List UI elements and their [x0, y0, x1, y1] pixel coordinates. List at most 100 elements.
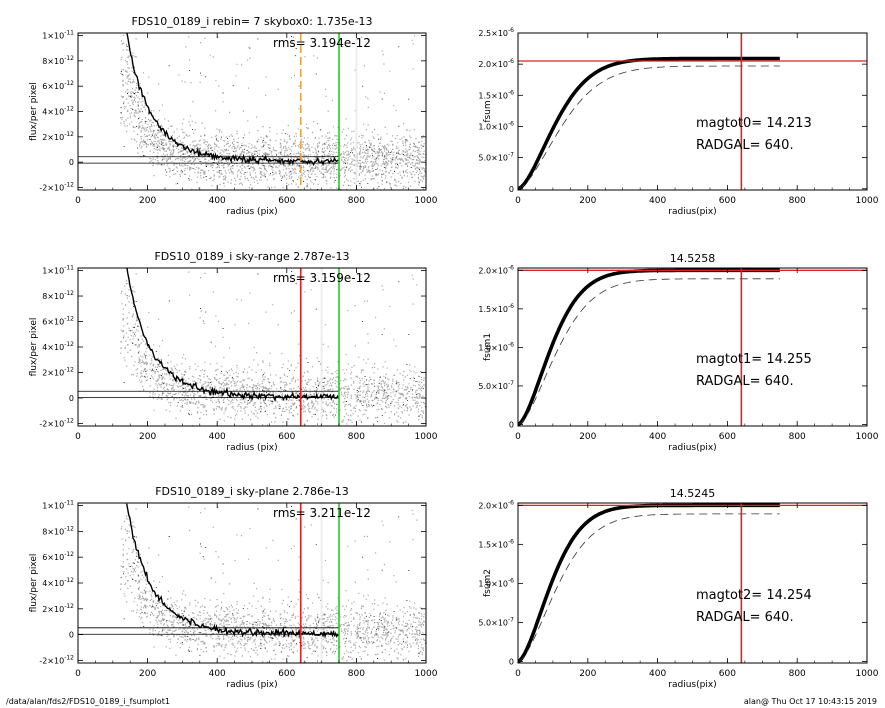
x-tick-label: 1000: [856, 432, 879, 442]
panel-2: magtot0= 14.213 RADGAL= 640. 0 200 400 600 800…: [478, 27, 878, 217]
plot-frame: [517, 267, 868, 427]
y-tick-label: 1.5×10-6: [478, 303, 514, 314]
panel-5: FDS10_0189_i sky-plane 2.786e-13 rms= 3.2…: [29, 485, 438, 690]
light-column: [355, 33, 358, 190]
y-tick-label: 0: [509, 657, 514, 666]
y-tick-label: -2×10-12: [39, 181, 74, 192]
x-axis-label: radius(pix): [668, 207, 716, 217]
plot-frame: [77, 32, 427, 191]
x-tick-label: 0: [75, 432, 81, 442]
x-tick-label: 800: [789, 196, 806, 206]
y-tick-label: 2×10-12: [42, 131, 74, 142]
y-axis-label: flux/per pixel: [29, 318, 39, 377]
x-tick-label: 400: [649, 196, 666, 206]
x-tick-label: 0: [515, 669, 521, 679]
y-tick-label: 6×10-12: [42, 80, 74, 91]
chart-title: 14.5258: [670, 252, 716, 265]
cumulative-flux-curve: [518, 56, 780, 190]
panel-4: 14.5258 magtot1= 14.255 RADGAL= 640. 0 200 40…: [478, 252, 878, 453]
x-tick-label: 200: [139, 669, 156, 679]
plot-area: [518, 503, 867, 663]
y-tick-label: 2×10-12: [42, 603, 74, 614]
x-axis-label: radius (pix): [226, 680, 277, 690]
y-tick-label: 2.0×10-6: [478, 58, 514, 69]
x-axis-label: radius(pix): [668, 443, 716, 453]
y-tick-label: 1.5×10-6: [478, 538, 514, 549]
y-tick-label: 4×10-12: [42, 577, 74, 588]
rms-label: rms= 3.159e-12: [273, 271, 371, 285]
y-tick-label: 6×10-12: [42, 551, 74, 562]
x-tick-label: 600: [719, 196, 736, 206]
y-axis-label: fsum1: [483, 333, 493, 361]
y-axis-label: flux/per pixel: [29, 554, 39, 613]
profile-line: [126, 268, 340, 403]
scatter-points-dark: [120, 506, 426, 662]
x-tick-label: 600: [278, 669, 295, 679]
x-tick-label: 600: [278, 432, 295, 442]
radgal-label: RADGAL= 640.: [696, 610, 794, 625]
chart-title: 14.5245: [670, 487, 716, 500]
footer-file-path: /data/alan/fds2/FDS10_0189_i_fsumplot1: [6, 697, 170, 706]
y-tick-label: 0: [509, 185, 514, 194]
x-tick-label: 800: [789, 432, 806, 442]
scatter-points-dark: [120, 271, 426, 425]
y-tick-label: 2.5×10-6: [478, 27, 514, 38]
x-tick-label: 400: [649, 669, 666, 679]
y-tick-label: 4×10-12: [42, 106, 74, 117]
y-tick-label: 2.0×10-6: [478, 499, 514, 510]
rms-label: rms= 3.211e-12: [273, 506, 371, 520]
magtot-label: magtot2= 14.254: [696, 588, 812, 603]
light-column: [320, 268, 323, 426]
y-tick-label: 1.0×10-6: [478, 120, 514, 131]
x-tick-label: 400: [209, 669, 226, 679]
plot-area: [78, 268, 426, 426]
y-tick-label: 5.0×10-7: [478, 152, 514, 163]
x-tick-label: 800: [348, 432, 365, 442]
y-axis-label: flux/per pixel: [29, 82, 39, 141]
x-tick-label: 0: [75, 196, 81, 206]
x-tick-label: 200: [139, 196, 156, 206]
chart-title: FDS10_0189_i sky-plane 2.786e-13: [155, 485, 349, 498]
y-tick-label: 8×10-12: [42, 290, 74, 301]
y-axis-label: fsum2: [483, 569, 493, 597]
x-tick-label: 600: [719, 432, 736, 442]
y-tick-label: 0: [509, 420, 514, 429]
plot-area: [518, 268, 867, 426]
plot-area: [518, 33, 867, 190]
y-tick-label: 2×10-12: [42, 366, 74, 377]
x-tick-label: 800: [348, 196, 365, 206]
x-tick-label: 400: [209, 432, 226, 442]
y-tick-label: 1.0×10-6: [478, 577, 514, 588]
x-tick-label: 400: [649, 432, 666, 442]
plot-frame: [77, 502, 427, 664]
x-tick-label: 1000: [415, 669, 438, 679]
x-tick-label: 1000: [415, 196, 438, 206]
x-tick-label: 600: [278, 196, 295, 206]
footer-user-timestamp: alan@ Thu Oct 17 10:43:15 2019: [743, 697, 877, 706]
y-tick-label: -2×10-12: [39, 417, 74, 428]
x-tick-label: 200: [579, 196, 596, 206]
radgal-label: RADGAL= 640.: [696, 374, 794, 389]
cumulative-flux-curve: [518, 503, 780, 663]
y-tick-label: 8×10-12: [42, 55, 74, 66]
magtot-label: magtot1= 14.255: [696, 352, 812, 367]
y-tick-label: 1×10-11: [42, 500, 74, 511]
x-tick-label: 600: [719, 669, 736, 679]
x-axis-label: radius(pix): [668, 680, 716, 690]
comparison-curve: [518, 65, 780, 190]
x-tick-label: 200: [579, 669, 596, 679]
y-tick-label: 5.0×10-7: [478, 616, 514, 627]
x-tick-label: 1000: [856, 196, 879, 206]
plot-frame: [517, 502, 868, 664]
x-tick-label: 400: [209, 196, 226, 206]
y-axis-label: fsum: [483, 100, 493, 122]
magtot-label: magtot0= 14.213: [696, 116, 812, 131]
plot-area: [78, 503, 426, 663]
x-tick-label: 200: [579, 432, 596, 442]
y-tick-label: 1.5×10-6: [478, 89, 514, 100]
profile-line: [126, 33, 339, 167]
y-tick-label: 0: [69, 394, 74, 403]
profile-line: [126, 503, 340, 639]
x-tick-label: 0: [515, 196, 521, 206]
